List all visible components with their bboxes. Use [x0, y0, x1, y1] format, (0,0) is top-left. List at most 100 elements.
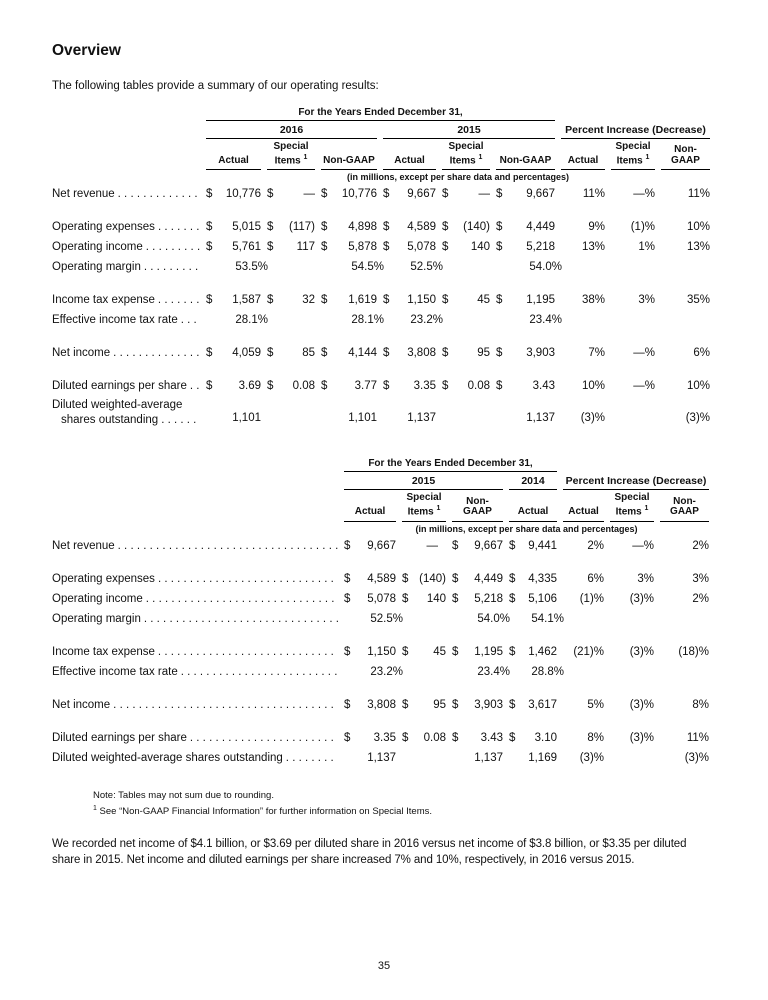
cell-value: 32: [302, 294, 315, 307]
table-cell: $95: [442, 345, 490, 362]
cell-value: 3.35: [373, 731, 396, 744]
dollar-sign: $: [509, 572, 516, 585]
dot-leader: ........................................…: [143, 612, 338, 625]
dollar-sign: $: [267, 221, 274, 234]
span-header: For the Years Ended December 31,: [206, 107, 555, 121]
table-span-header-row: For the Years Ended December 31,: [52, 107, 710, 121]
cell-value: —%: [633, 188, 655, 201]
row-label-text: Effective income tax rate: [52, 665, 178, 678]
row-label-text: Net revenue: [52, 188, 115, 201]
table-row: Diluted earnings per share..............…: [52, 378, 710, 395]
row-label: Diluted weighted-average shares outstandi…: [52, 398, 200, 427]
column-header: Actual: [383, 142, 436, 171]
cell-value: 1,169: [528, 751, 557, 764]
dollar-sign: $: [321, 347, 328, 360]
row-label-text: Effective income tax rate: [52, 314, 178, 327]
cell-value: 54.5%: [351, 261, 384, 274]
column-header: Actual: [509, 493, 557, 522]
row-label: Income tax expense......................…: [52, 292, 200, 309]
cell-value: 9,667: [526, 188, 555, 201]
row-label: Operating expenses......................…: [52, 571, 338, 588]
column-header: Special Items 1: [611, 141, 655, 171]
cell-value: 28.8%: [531, 665, 564, 678]
row-label: Diluted earnings per share..............…: [52, 730, 338, 747]
dollar-sign: $: [321, 241, 328, 254]
table-cell: 11%: [661, 186, 710, 203]
table-row: Income tax expense......................…: [52, 644, 709, 661]
dollar-sign: $: [496, 380, 503, 393]
cell-value: 10,776: [225, 188, 261, 201]
cell-value: 9,667: [407, 188, 436, 201]
table-row: Diluted weighted-average shares outstand…: [52, 750, 709, 767]
table-cell: $3,808: [344, 697, 396, 714]
table-cell: $4,589: [344, 571, 396, 588]
dot-leader: ........................................…: [285, 751, 338, 764]
table-cell: 53.5%: [206, 259, 268, 276]
cell-value: 1,137: [407, 412, 436, 425]
cell-value: 45: [477, 294, 490, 307]
cell-value: 5,078: [407, 241, 436, 254]
cell-value: 38%: [581, 294, 605, 307]
table-cell: $ —: [442, 186, 490, 203]
cell-value: 3.43: [480, 731, 503, 744]
column-header-line: Special: [273, 141, 309, 152]
cell-value: 1,150: [367, 645, 396, 658]
cell-value: (3)%: [580, 412, 605, 425]
dollar-sign: $: [452, 539, 459, 552]
table-cell: $1,587: [206, 292, 261, 309]
table-cell: $ (140): [442, 219, 490, 236]
table-cell: (3)%: [563, 750, 604, 767]
cell-value: 11%: [686, 731, 709, 744]
cell-value: 9%: [588, 221, 605, 234]
cell-value: 5,106: [528, 592, 557, 605]
dollar-sign: $: [496, 294, 503, 307]
column-header: Actual: [563, 493, 604, 522]
cell-value: 6%: [587, 572, 604, 585]
row-label-text: Diluted earnings per share: [52, 380, 187, 393]
dollar-sign: $: [509, 539, 516, 552]
footnote-special-items: 1 See “Non-GAAP Financial Information” f…: [93, 804, 433, 817]
row-label-text: Net income: [52, 347, 111, 360]
cell-value: 85: [302, 347, 315, 360]
cell-value: 54.0%: [529, 261, 562, 274]
cell-value: 11%: [687, 188, 710, 201]
row-label: Net income..............................…: [52, 345, 200, 362]
column-header: Non-GAAP: [661, 142, 710, 171]
dot-leader: ........................................…: [157, 221, 200, 234]
table-units-row: (in millions, except per share data and …: [52, 524, 709, 534]
column-header: Special Items 1: [402, 492, 446, 522]
cell-value: 4,898: [348, 221, 377, 234]
dollar-sign: $: [509, 731, 516, 744]
cell-value: 3%: [637, 572, 654, 585]
cell-value: 1,462: [528, 645, 557, 658]
cell-value: 54.1%: [531, 612, 564, 625]
table-cell: $4,449: [452, 571, 503, 588]
dollar-sign: $: [321, 221, 328, 234]
table-cell: —%: [611, 378, 655, 395]
table-cell: $45: [402, 644, 446, 661]
table-cell: $5,218: [452, 591, 503, 608]
table-cell: $9,667: [452, 538, 503, 555]
year-group-header: 2015: [344, 475, 503, 491]
table-cell: 11%: [561, 186, 605, 203]
row-label-text: Diluted earnings per share: [52, 731, 187, 744]
cell-value: (3)%: [629, 592, 654, 605]
table-cell: 7%: [561, 345, 605, 362]
table-row: Operating income........................…: [52, 239, 710, 256]
dollar-sign: $: [267, 380, 274, 393]
table-cell: $10,776: [321, 186, 377, 203]
dollar-sign: $: [267, 241, 274, 254]
row-label: Operating income........................…: [52, 239, 200, 256]
cell-value: 2%: [587, 539, 604, 552]
column-header-line: Special: [406, 492, 442, 504]
table-cell: $5,878: [321, 239, 377, 256]
table-column-header-row: Actual Special Items 1 Non-GAAP Actual Actual…: [52, 492, 709, 522]
table-cell: (3)%: [610, 591, 654, 608]
table-cell: $10,776: [206, 186, 261, 203]
cell-value: 23.4%: [477, 665, 510, 678]
row-label-line: Diluted weighted-average: [52, 399, 183, 412]
cell-value: 6%: [693, 347, 710, 360]
cell-value: (3)%: [579, 751, 604, 764]
dollar-sign: $: [442, 380, 449, 393]
table-cell: $9,667: [344, 538, 396, 555]
